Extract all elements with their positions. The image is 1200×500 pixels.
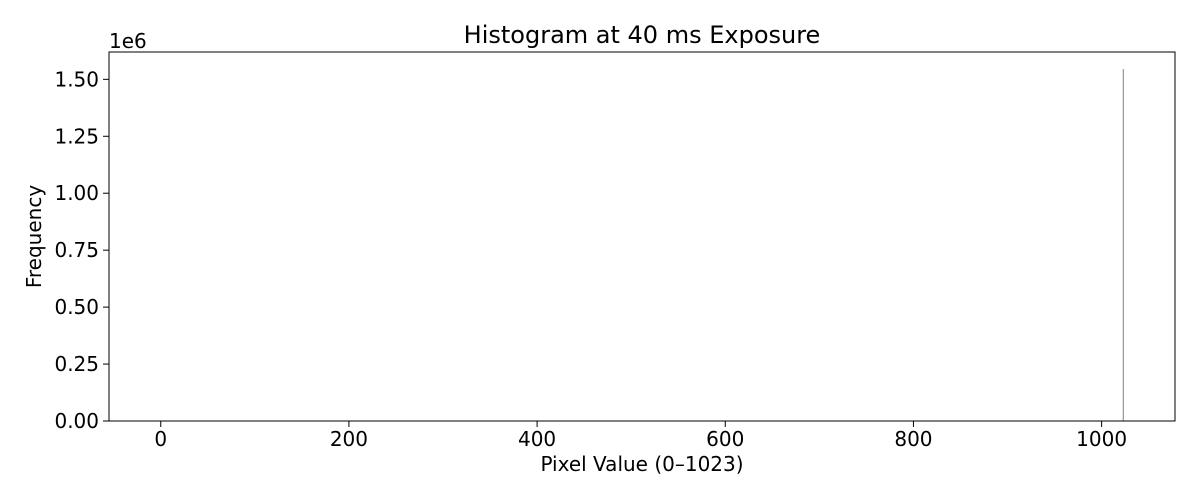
x-tick-label: 0: [154, 427, 167, 451]
y-tick-label: 0.75: [54, 238, 99, 262]
x-axis-title: Pixel Value (0–1023): [540, 452, 743, 476]
y-tick-label: 0.00: [54, 409, 99, 433]
bars-layer: [1122, 69, 1124, 421]
x-tick-label: 400: [518, 427, 556, 451]
x-tick-label: 600: [706, 427, 744, 451]
y-axis-offset-label: 1e6: [109, 29, 147, 53]
y-axis-ticks: 0.00 0.25 0.50 0.75 1.00 1.25 1.50: [54, 67, 109, 433]
x-tick-label: 200: [330, 427, 368, 451]
y-axis-title: Frequency: [22, 185, 46, 288]
histogram-bar: [1122, 69, 1124, 421]
x-tick-label: 800: [894, 427, 932, 451]
y-tick-label: 0.50: [54, 295, 99, 319]
y-tick-label: 1.50: [54, 67, 99, 91]
y-tick-label: 1.25: [54, 124, 99, 148]
y-tick-label: 0.25: [54, 352, 99, 376]
plot-frame: [108, 51, 1176, 422]
chart-title: Histogram at 40 ms Exposure: [464, 21, 821, 49]
x-tick-label: 1000: [1076, 427, 1127, 451]
x-axis-ticks: 0 200 400 600 800 1000: [154, 421, 1127, 451]
y-tick-label: 1.00: [54, 181, 99, 205]
